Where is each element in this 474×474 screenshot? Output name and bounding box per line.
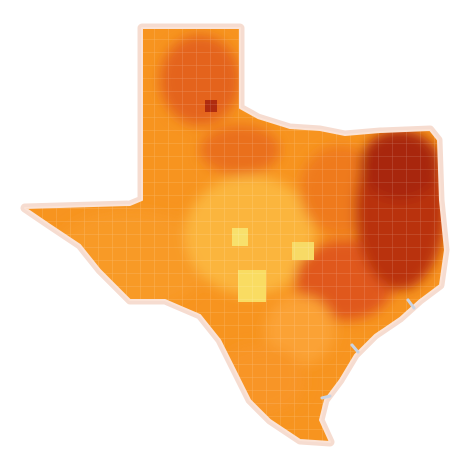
coast-bays (320, 298, 416, 400)
bay (320, 394, 332, 400)
bay (406, 298, 416, 310)
state-outline (24, 27, 446, 443)
bay (350, 343, 360, 354)
